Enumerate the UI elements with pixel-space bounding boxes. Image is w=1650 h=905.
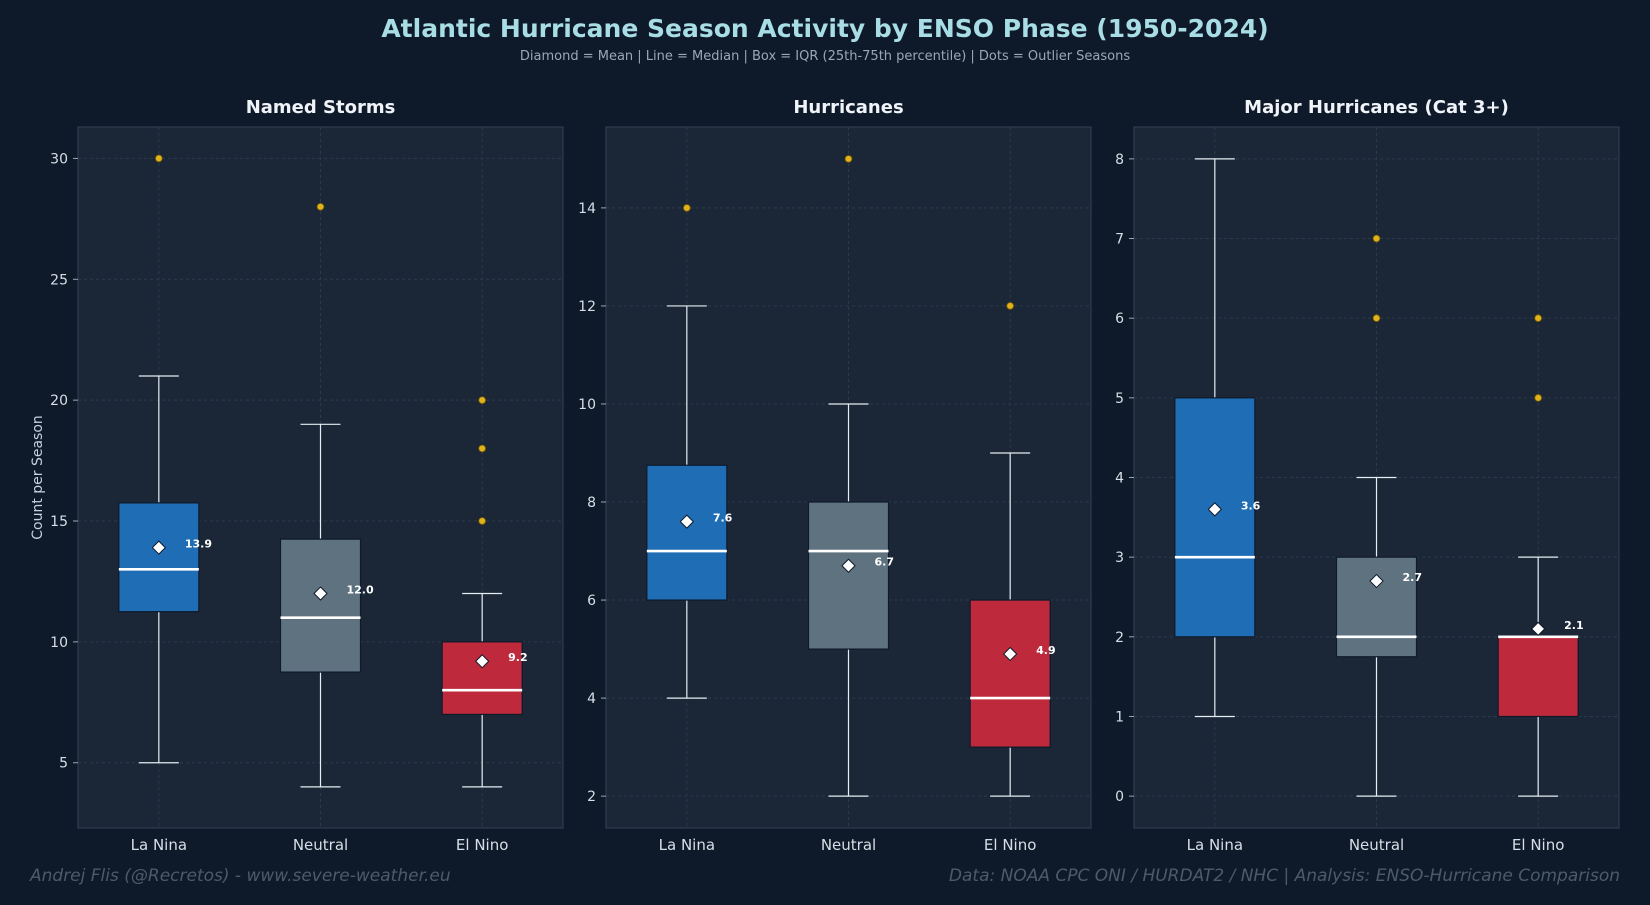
mean-label: 6.7 [875,556,895,569]
y-tick-label: 12 [578,299,596,315]
outlier-point [155,154,163,163]
y-tick-label: 6 [1115,311,1124,327]
panel-title: Hurricanes [793,97,903,118]
panel-major-hurricanes-cat-3: 0 1 2 3 4 5 6 7 8 Major Hurricanes (Cat 3+) 3.6 La … [1115,97,1620,854]
outlier-point [683,204,691,212]
x-category-label: La Nina [1187,836,1243,854]
box-la-nina: 3.6 [1174,158,1261,718]
box-el-nino: 4.9 [969,302,1056,797]
mean-marker [1369,573,1384,589]
outlier-point [844,155,853,163]
y-tick-label: 15 [50,514,68,530]
mean-label: 7.6 [713,512,733,525]
y-tick-label: 4 [587,691,596,707]
box-neutral: 12.0 [279,202,374,788]
mean-label: 2.7 [1403,571,1423,584]
box-la-nina: 7.6 [646,204,733,699]
y-tick-label: 7 [1115,232,1124,248]
y-tick-label: 6 [587,593,596,609]
mean-label: 13.9 [185,538,212,551]
y-tick-label: 3 [1115,550,1124,566]
mean-label: 9.2 [508,651,527,664]
mean-marker [1002,646,1018,662]
iqr-box [1174,397,1256,638]
box-la-nina: 13.9 [118,154,212,764]
iqr-box [1497,636,1579,718]
iqr-box [118,502,200,613]
mean-marker [1207,502,1223,517]
y-tick-label: 8 [1115,152,1124,168]
author-credit: Andrej Flis (@Recretos) - www.severe-wea… [30,866,451,886]
x-category-label: Neutral [1349,836,1404,854]
y-axis-label: Count per Season [30,415,46,540]
panel-named-storms: 5 10 15 20 25 30 Named Storms Count per Season 1… [30,97,564,854]
x-category-label: La Nina [131,836,187,854]
outlier-point [1006,302,1014,310]
y-tick-label: 10 [50,635,68,651]
data-source-credit: Data: NOAA CPC ONI / HURDAT2 / NHC | Ana… [948,866,1620,886]
iqr-box [807,501,890,650]
box-el-nino: 9.2 [441,396,528,788]
y-tick-label: 20 [50,393,68,409]
box-el-nino: 2.1 [1497,314,1584,797]
y-tick-label: 0 [1115,789,1124,805]
mean-label: 4.9 [1036,644,1056,657]
iqr-box [646,464,728,601]
y-tick-label: 5 [1115,391,1124,407]
x-category-label: La Nina [659,836,715,854]
panel-title: Major Hurricanes (Cat 3+) [1244,97,1509,118]
iqr-box [441,641,523,715]
iqr-box [969,599,1051,748]
y-tick-label: 14 [578,201,596,217]
box-neutral: 6.7 [807,155,895,797]
box-neutral: 2.7 [1335,234,1423,797]
panel-title: Named Storms [246,97,396,118]
y-tick-label: 2 [587,789,596,805]
y-tick-label: 5 [59,756,68,772]
outlier-point [478,444,486,453]
y-tick-label: 10 [578,397,596,413]
iqr-box [1335,556,1418,658]
y-tick-label: 8 [587,495,596,511]
x-category-label: El Nino [1512,836,1565,854]
outlier-point [1372,234,1381,243]
mean-marker [679,514,695,529]
mean-label: 2.1 [1564,619,1584,632]
mean-marker [474,654,490,669]
mean-marker [1530,621,1546,637]
mean-marker [313,586,328,601]
y-tick-label: 1 [1115,709,1124,725]
panel-hurricanes: 2 4 6 8 10 12 14 Hurricanes 7.6 La Nina 6.7 Neutral… [578,97,1092,854]
x-category-label: El Nino [984,836,1037,854]
x-category-label: El Nino [456,836,509,854]
x-category-label: Neutral [821,836,876,854]
y-tick-label: 4 [1115,471,1124,487]
mean-marker [841,558,856,573]
outlier-point [478,517,486,525]
outlier-point [1534,314,1542,322]
iqr-box [279,538,362,673]
outlier-point [1534,394,1542,402]
y-tick-label: 2 [1115,630,1124,646]
outlier-point [1372,314,1381,322]
y-tick-label: 25 [50,272,68,288]
x-category-label: Neutral [293,836,348,854]
mean-label: 12.0 [347,584,374,597]
chart-title: Atlantic Hurricane Season Activity by EN… [381,14,1269,43]
mean-marker [151,540,167,555]
mean-label: 3.6 [1241,499,1261,512]
outlier-point [316,202,325,211]
outlier-point [478,396,486,404]
y-tick-label: 30 [50,151,68,167]
chart-subtitle: Diamond = Mean | Line = Median | Box = I… [519,49,1131,64]
